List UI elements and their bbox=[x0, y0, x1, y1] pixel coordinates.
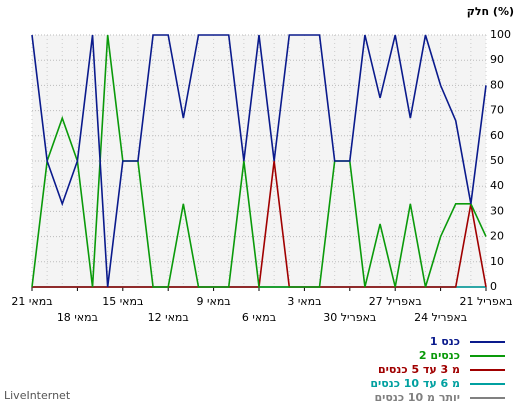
y-tick-label: 0 bbox=[490, 280, 497, 293]
legend-label: מ 3 עד 5 כנסים bbox=[378, 363, 460, 376]
legend-label: מ 6 עד 10 כנסים bbox=[370, 377, 460, 390]
y-axis-label: חלק (%) bbox=[467, 5, 514, 18]
x-tick-label: 21 באפריל bbox=[459, 295, 512, 308]
legend-label: 2 כנסים bbox=[419, 349, 460, 362]
y-tick-label: 100 bbox=[490, 28, 511, 41]
brand: LiveInternet bbox=[4, 389, 71, 402]
x-tick-label: 30 באפריל bbox=[323, 311, 376, 324]
x-tick-label: 6 במאי bbox=[242, 311, 276, 324]
y-tick-label: 20 bbox=[490, 230, 504, 243]
series-line bbox=[31, 34, 487, 288]
y-tick-label: 10 bbox=[490, 255, 504, 268]
legend-label: כנס 1 bbox=[430, 335, 460, 348]
y-tick-label: 90 bbox=[490, 53, 504, 66]
x-tick-label: 21 במאי bbox=[11, 295, 52, 308]
x-tick-label: 18 במאי bbox=[57, 311, 98, 324]
x-tick-label: 12 במאי bbox=[148, 311, 189, 324]
x-tick-label: 3 במאי bbox=[287, 295, 321, 308]
x-tick-label: 15 במאי bbox=[102, 295, 143, 308]
x-tick-label: 27 באפריל bbox=[369, 295, 422, 308]
y-tick-label: 30 bbox=[490, 204, 504, 217]
y-tick-label: 40 bbox=[490, 179, 504, 192]
x-tick-label: 9 במאי bbox=[197, 295, 231, 308]
legend-label: יותר מ 10 כנסים bbox=[374, 391, 460, 404]
y-tick-label: 60 bbox=[490, 129, 504, 142]
series-line bbox=[31, 34, 487, 288]
y-tick-label: 50 bbox=[490, 154, 504, 167]
x-tick-label: 24 באפריל bbox=[414, 311, 467, 324]
y-tick-label: 80 bbox=[490, 78, 504, 91]
y-tick-label: 70 bbox=[490, 104, 504, 117]
